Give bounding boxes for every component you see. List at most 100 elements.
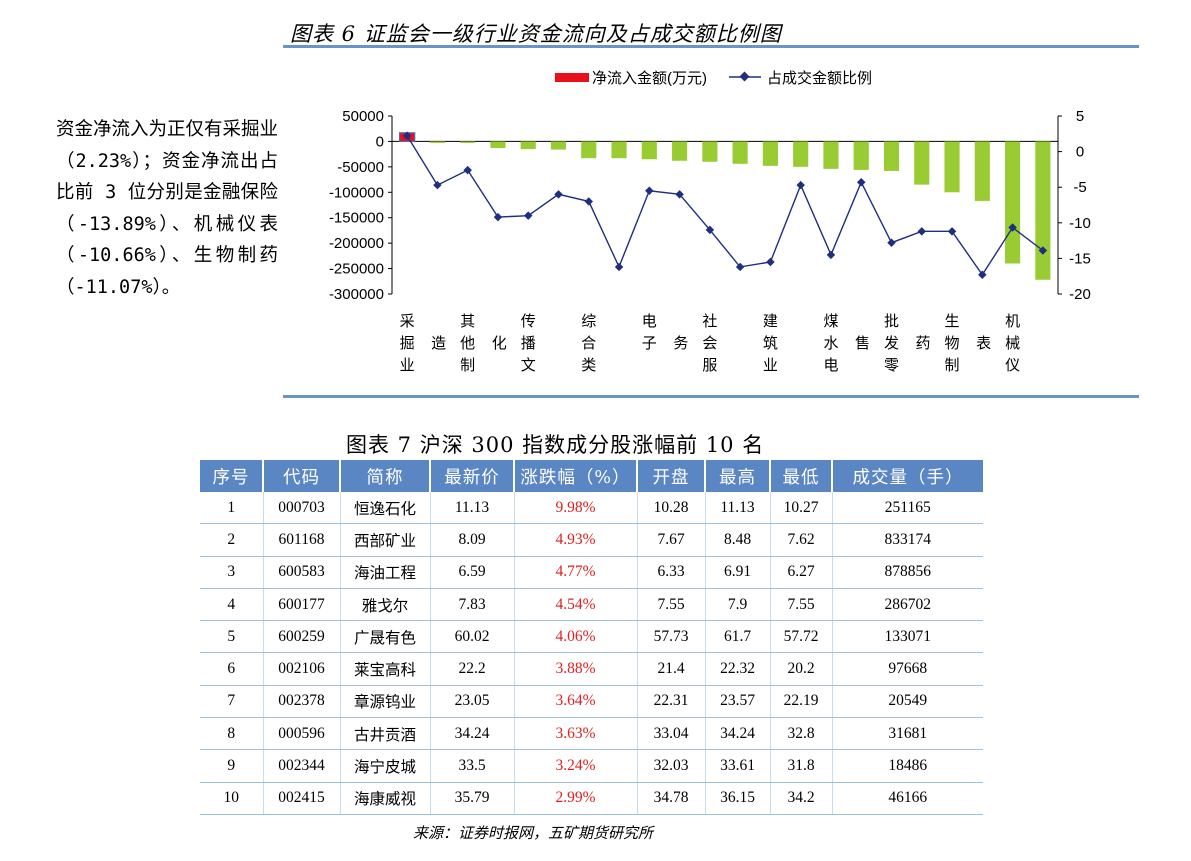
top10-table: 序号 代码 简称 最新价 涨跌幅（%） 开盘 最高 最低 成交量（手） 1 000703 恒逸石化 1… (200, 460, 983, 815)
x-label-char: 药 (916, 334, 931, 352)
table-cell: 海康威视 (340, 782, 431, 815)
bar (883, 141, 900, 171)
table-cell: 000596 (263, 717, 341, 751)
table-row: 1 000703 恒逸石化 11.13 9.98% 10.28 11.13 10.27 2511… (200, 492, 983, 525)
table-cell: 西部矿业 (340, 523, 431, 557)
table-cell: 3 (200, 556, 264, 589)
right-tick-label: 5 (1076, 108, 1084, 125)
table-cell: 恒逸石化 (340, 492, 431, 525)
right-tick-label: 0 (1076, 144, 1084, 161)
legend-bar-label: 净流入金额(万元) (592, 70, 707, 87)
table-cell: 133071 (832, 620, 983, 654)
table-cell: 雅戈尔 (340, 588, 431, 622)
table-cell: 23.05 (430, 685, 515, 719)
table-cell: 31681 (832, 717, 983, 751)
x-label-char: 他 (460, 334, 475, 352)
table-cell: 4.06% (514, 620, 638, 654)
left-tick-label: 50000 (342, 108, 384, 125)
x-label-char: 建 (763, 312, 778, 330)
table-row: 9 002344 海宁皮城 33.5 3.24% 32.03 33.61 31.8 18486 (200, 749, 983, 783)
table-cell: 23.57 (705, 685, 771, 719)
table-cell: 海宁皮城 (340, 749, 431, 783)
table-header-row: 序号 代码 简称 最新价 涨跌幅（%） 开盘 最高 最低 成交量（手） (200, 460, 983, 492)
ratio-point (978, 270, 987, 280)
table-cell: 251165 (832, 492, 983, 525)
bar (672, 141, 688, 161)
table-cell: 22.19 (770, 685, 833, 719)
bar (460, 141, 476, 143)
table-cell: 600177 (263, 588, 341, 622)
left-tick-label: 0 (376, 133, 384, 150)
table-row: 8 000596 古井贡酒 34.24 3.63% 33.04 34.24 32.8 31681 (200, 717, 983, 751)
table-cell: 4.77% (514, 556, 638, 589)
table-cell: 97668 (832, 652, 983, 686)
table-cell: 1 (200, 492, 264, 525)
legend-bar-swatch (555, 73, 589, 82)
x-label-char: 播 (521, 334, 536, 352)
table-cell: 7.62 (770, 523, 833, 557)
table-cell: 002106 (263, 652, 341, 686)
bar (914, 141, 930, 185)
x-label-char: 械 (1005, 334, 1020, 352)
table-cell: 古井贡酒 (340, 717, 431, 751)
table-cell: 33.5 (430, 749, 515, 783)
x-label-char: 筑 (763, 334, 778, 352)
ratio-point (493, 212, 503, 222)
ratio-point (887, 238, 896, 247)
ratio-point (645, 186, 654, 196)
source-note: 来源：证券时报网，五矿期货研究所 (413, 824, 654, 842)
table-cell: 61.7 (705, 620, 771, 654)
left-tick-label: -100000 (329, 184, 384, 201)
table-cell: 34.24 (705, 717, 771, 751)
x-label-char: 务 (673, 334, 688, 352)
table-cell: 10 (200, 782, 264, 815)
ratio-point (947, 227, 957, 236)
ratio-point (523, 211, 533, 220)
table-cell: 章源钨业 (340, 685, 431, 719)
ratio-point (735, 262, 745, 272)
x-label-char: 掘 (400, 334, 415, 352)
table-row: 7 002378 章源钨业 23.05 3.64% 22.31 23.57 22.19 2054… (200, 685, 983, 719)
table-header-cell: 涨跌幅（%） (514, 460, 638, 492)
ratio-point (826, 250, 836, 260)
table-cell: 10.28 (637, 492, 706, 525)
right-tick-label: -15 (1069, 250, 1091, 267)
table-header-cell: 成交量（手） (832, 460, 983, 492)
table-cell: 002344 (263, 749, 341, 783)
x-label-char: 采 (400, 312, 415, 330)
table-cell: 34.2 (770, 782, 833, 815)
ratio-point (766, 257, 775, 267)
table-cell: 002378 (263, 685, 341, 719)
bar (490, 141, 506, 149)
table-cell: 海油工程 (340, 556, 431, 589)
table-header-cell: 开盘 (637, 460, 706, 492)
x-label-char: 合 (581, 334, 596, 352)
table-cell: 60.02 (430, 620, 515, 654)
bar (823, 141, 839, 169)
table-cell: 600259 (263, 620, 341, 654)
ratio-point (554, 190, 563, 199)
table-cell: 4 (200, 588, 264, 622)
left-tick-label: -300000 (329, 286, 384, 303)
figure7-title: 图表 7 沪深 300 指数成分股涨幅前 10 名 (346, 433, 765, 457)
table-cell: 7.55 (637, 588, 706, 622)
ratio-point (614, 262, 624, 272)
x-label-char: 煤 (823, 312, 838, 330)
x-label-char: 其 (460, 312, 475, 330)
table-header-cell: 最高 (705, 460, 771, 492)
x-label-char: 机 (1005, 312, 1020, 330)
table-row: 4 600177 雅戈尔 7.83 4.54% 7.55 7.9 7.55 286702 (200, 588, 983, 622)
table-cell: 6.91 (705, 556, 771, 589)
table-cell: 11.13 (430, 492, 515, 525)
table-cell: 22.31 (637, 685, 706, 719)
chart-bottom-divider (283, 395, 1139, 398)
x-label-char: 类 (581, 356, 596, 374)
table-cell: 32.03 (637, 749, 706, 783)
table-cell: 6.27 (770, 556, 833, 589)
legend-line-marker (739, 71, 750, 82)
table-cell: 7.55 (770, 588, 833, 622)
top-divider (283, 45, 1139, 48)
table-cell: 3.88% (514, 652, 638, 686)
ratio-point (796, 180, 805, 190)
x-label-char: 生 (945, 312, 960, 330)
